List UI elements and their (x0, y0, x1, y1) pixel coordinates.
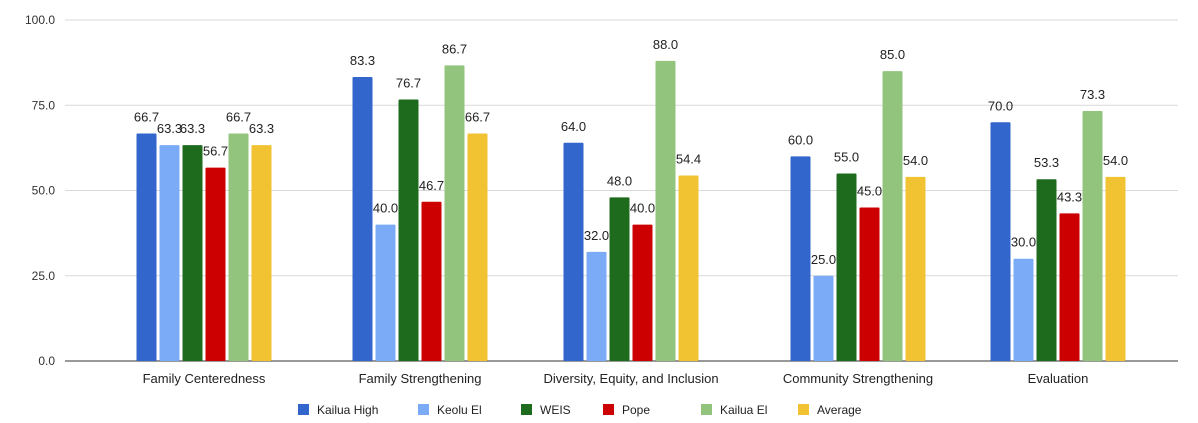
data-label: 66.7 (465, 110, 490, 125)
data-label: 64.0 (561, 119, 586, 134)
bar-keolu-el-1 (375, 224, 396, 361)
data-label: 30.0 (1011, 235, 1036, 250)
bar-pope-4 (1059, 213, 1080, 361)
bar-pope-0 (205, 167, 226, 361)
data-label: 70.0 (988, 98, 1013, 113)
bar-pope-1 (421, 201, 442, 361)
legend-swatch (701, 404, 712, 415)
bar-pope-2 (632, 224, 653, 361)
data-labels: 66.763.363.356.766.763.383.340.076.746.7… (134, 37, 1128, 267)
category-label: Diversity, Equity, and Inclusion (543, 371, 718, 386)
bar-pope-3 (859, 207, 880, 361)
y-tick-label: 100.0 (25, 13, 55, 27)
bar-weis-0 (182, 145, 203, 361)
legend-label: Kailua El (720, 403, 767, 417)
bar-weis-1 (398, 99, 419, 361)
data-label: 40.0 (373, 201, 398, 216)
data-label: 53.3 (1034, 155, 1059, 170)
data-label: 55.0 (834, 149, 859, 164)
legend-label: WEIS (540, 403, 571, 417)
data-label: 63.3 (249, 121, 274, 136)
bar-weis-3 (836, 173, 857, 361)
bar-weis-2 (609, 197, 630, 361)
data-label: 66.7 (226, 110, 251, 125)
legend-swatch (521, 404, 532, 415)
data-label: 60.0 (788, 132, 813, 147)
y-axis-ticks: 0.0 25.0 50.0 75.0 100.0 (25, 13, 55, 368)
category-label: Community Strengthening (783, 371, 933, 386)
legend-label: Average (817, 403, 862, 417)
data-label: 54.0 (903, 153, 928, 168)
bar-average-3 (905, 176, 926, 361)
data-label: 85.0 (880, 47, 905, 62)
data-label: 86.7 (442, 41, 467, 56)
bar-average-4 (1105, 176, 1126, 361)
bar-average-1 (467, 133, 488, 361)
bar-kailua-el-2 (655, 60, 676, 362)
y-tick-label: 0.0 (38, 354, 55, 368)
bars (136, 60, 1126, 362)
bar-kailua-el-1 (444, 65, 465, 361)
data-label: 73.3 (1080, 87, 1105, 102)
y-tick-label: 50.0 (32, 184, 56, 198)
data-label: 25.0 (811, 252, 836, 267)
legend-swatch (298, 404, 309, 415)
y-tick-label: 75.0 (32, 98, 56, 112)
bar-average-2 (678, 175, 699, 361)
bar-kailua-el-0 (228, 133, 249, 361)
x-axis-categories: Family Centeredness Family Strengthening D… (143, 371, 1089, 386)
data-label: 54.4 (676, 151, 701, 166)
y-tick-label: 25.0 (32, 269, 56, 283)
data-label: 56.7 (203, 144, 228, 159)
data-label: 76.7 (396, 75, 421, 90)
data-label: 46.7 (419, 178, 444, 193)
data-label: 48.0 (607, 173, 632, 188)
bar-weis-4 (1036, 179, 1057, 361)
data-label: 45.0 (857, 184, 882, 199)
data-label: 32.0 (584, 228, 609, 243)
bar-kailua-high-1 (352, 76, 373, 362)
bar-kailua-high-0 (136, 133, 157, 361)
data-label: 83.3 (350, 53, 375, 68)
legend-swatch (603, 404, 614, 415)
data-label: 63.3 (157, 121, 182, 136)
bar-keolu-el-3 (813, 275, 834, 361)
bar-kailua-el-3 (882, 71, 903, 362)
category-label: Family Strengthening (359, 371, 482, 386)
bar-kailua-high-2 (563, 142, 584, 361)
bar-kailua-high-3 (790, 156, 811, 361)
legend-label: Kailua High (317, 403, 378, 417)
bar-kailua-el-4 (1082, 111, 1103, 361)
data-label: 43.3 (1057, 189, 1082, 204)
bar-kailua-high-4 (990, 122, 1011, 361)
bar-keolu-el-2 (586, 251, 607, 361)
legend-swatch (798, 404, 809, 415)
data-label: 40.0 (630, 201, 655, 216)
bar-keolu-el-0 (159, 145, 180, 361)
data-label: 66.7 (134, 110, 159, 125)
legend-label: Pope (622, 403, 650, 417)
data-label: 88.0 (653, 37, 678, 52)
data-label: 54.0 (1103, 153, 1128, 168)
category-label: Family Centeredness (143, 371, 266, 386)
data-label: 63.3 (180, 121, 205, 136)
legend-swatch (418, 404, 429, 415)
bar-average-0 (251, 145, 272, 361)
legend: Kailua High Keolu El WEIS Pope Kailua El Aver… (298, 403, 862, 417)
legend-label: Keolu El (437, 403, 482, 417)
bar-keolu-el-4 (1013, 258, 1034, 361)
category-label: Evaluation (1028, 371, 1089, 386)
